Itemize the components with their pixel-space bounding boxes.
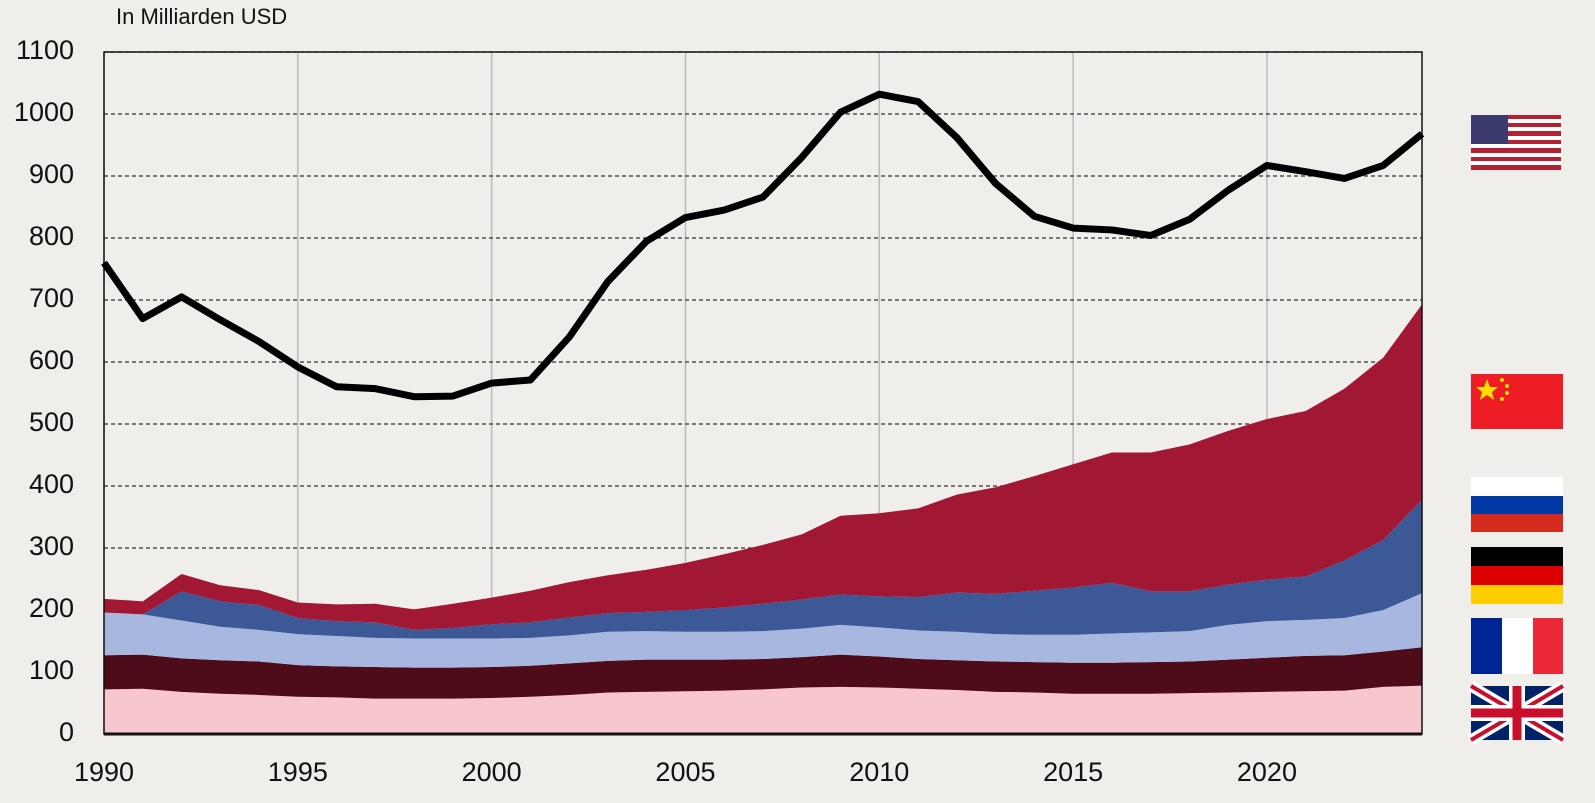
x-tick-label: 2015	[1043, 757, 1103, 787]
y-tick-label: 300	[29, 531, 74, 561]
area	[104, 685, 1422, 734]
y-tick-label: 900	[29, 159, 74, 189]
y-tick-label: 800	[29, 221, 74, 251]
y-tick-label: 700	[29, 283, 74, 313]
x-tick-label: 2005	[655, 757, 715, 787]
flag-uk	[1468, 681, 1566, 745]
flag-germany	[1471, 547, 1563, 604]
area	[104, 499, 1422, 639]
flag-usa	[1471, 115, 1561, 170]
flag-china	[1471, 374, 1563, 429]
y-tick-label: 200	[29, 593, 74, 623]
x-tick-label: 2010	[849, 757, 909, 787]
plot-area: 1990 1995 2000 2005 2010 2015 2020 0 100 200 300 40…	[14, 35, 1425, 787]
line	[101, 90, 1425, 401]
y-axis-label: In Milliarden USD	[116, 4, 287, 29]
x-tick-label: 2000	[462, 757, 522, 787]
area	[104, 593, 1422, 668]
area	[104, 647, 1422, 699]
x-tick-label: 1995	[268, 757, 328, 787]
y-tick-label: 500	[29, 407, 74, 437]
flag-france	[1471, 618, 1563, 674]
y-tick-label: 100	[29, 655, 74, 685]
area	[104, 304, 1422, 630]
flag-russia	[1471, 477, 1563, 532]
x-tick-label: 1990	[74, 757, 134, 787]
y-tick-label: 600	[29, 345, 74, 375]
y-tick-label: 0	[59, 717, 74, 747]
y-tick-label: 1000	[14, 97, 74, 127]
y-tick-label: 1100	[16, 35, 74, 65]
y-tick-label: 400	[29, 469, 74, 499]
x-tick-label: 2020	[1237, 757, 1297, 787]
